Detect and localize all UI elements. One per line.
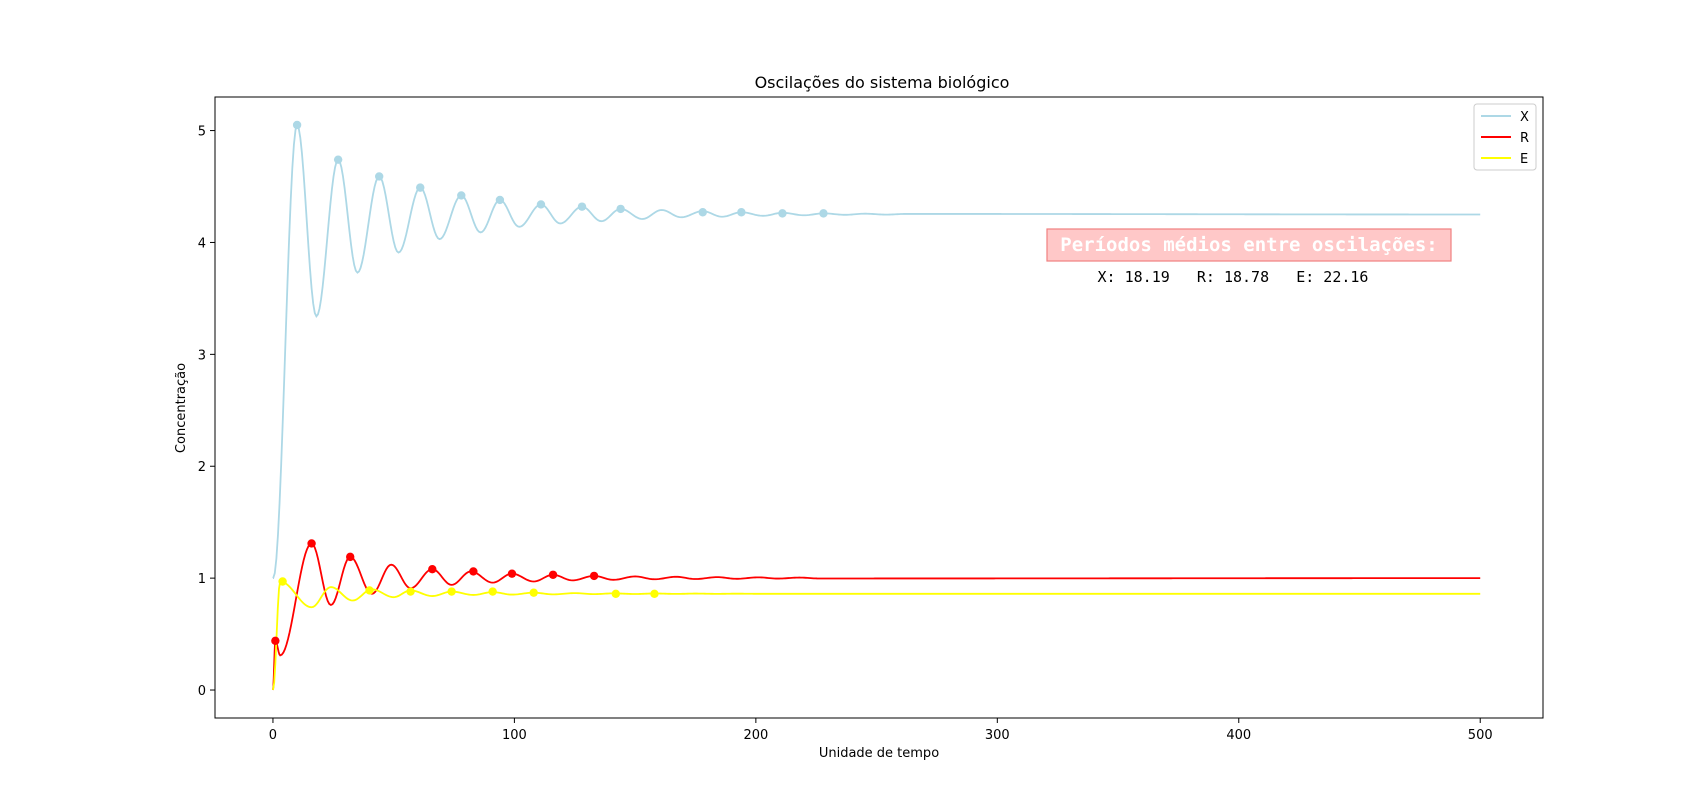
x-axis-title: Unidade de tempo [819,746,939,761]
peak-marker-e [488,587,497,596]
plot-area [214,96,1544,719]
legend: XRE [1473,103,1537,171]
peak-marker-e [529,588,538,597]
x-tick-label: 0 [269,728,277,743]
peak-marker-r [428,564,437,574]
peak-marker-r [307,539,316,548]
plot-frame [214,96,1544,719]
peak-marker-r [589,571,599,581]
x-tick-label: 300 [985,728,1010,743]
peak-marker-x [737,208,746,217]
series-line-e [272,580,1481,691]
peak-marker-x [778,209,787,218]
y-tick-label: 4 [198,236,206,251]
x-tick-label: 400 [1226,728,1251,743]
annotation-title: Períodos médios entre oscilações: [1060,234,1438,256]
x-tick-label: 500 [1468,728,1493,743]
x-tick-label: 200 [743,728,768,743]
peak-marker-e [611,589,621,598]
peak-marker-x [819,209,828,218]
peak-marker-r [469,567,478,576]
peak-marker-e [447,587,456,596]
y-tick-label: 3 [198,348,206,363]
peak-marker-r [271,636,280,645]
peak-marker-e [650,589,659,598]
legend-label-x: X [1520,110,1529,125]
peak-marker-x [495,195,505,205]
peak-marker-r [507,569,517,578]
peak-marker-x [292,120,302,130]
peak-marker-x [333,155,343,164]
marker-layer [271,120,828,645]
peak-marker-e [278,577,287,586]
peak-marker-e [365,586,374,595]
legend-label-r: R [1520,131,1529,146]
legend-label-e: E [1520,152,1528,167]
peak-marker-r [346,552,355,562]
y-tick-label: 5 [198,125,206,140]
peak-marker-e [406,587,415,596]
peak-marker-x [577,202,587,211]
peak-marker-x [536,200,546,209]
annotation-box [1046,228,1452,262]
peak-marker-r [548,570,558,579]
y-tick-label: 1 [198,572,206,587]
y-tick-label: 2 [198,460,206,475]
chart-title: Oscilações do sistema biológico [755,73,1010,92]
y-axis-title: Concentração [174,363,189,453]
peak-marker-x [374,172,384,181]
peak-marker-x [457,191,466,200]
series-line-r [272,542,1481,691]
annotation-values: X: 18.19 R: 18.78 E: 22.16 [1098,268,1369,286]
peak-marker-x [698,208,707,217]
x-tick-label: 100 [502,728,527,743]
period-annotation: Períodos médios entre oscilações: X: 18.… [1046,228,1452,286]
y-tick-label: 0 [198,684,206,699]
peak-marker-x [416,183,425,192]
axis-ticks: 0 100 200 300 400 500 0 1 2 3 4 5 [198,125,1493,743]
peak-marker-x [616,204,625,214]
